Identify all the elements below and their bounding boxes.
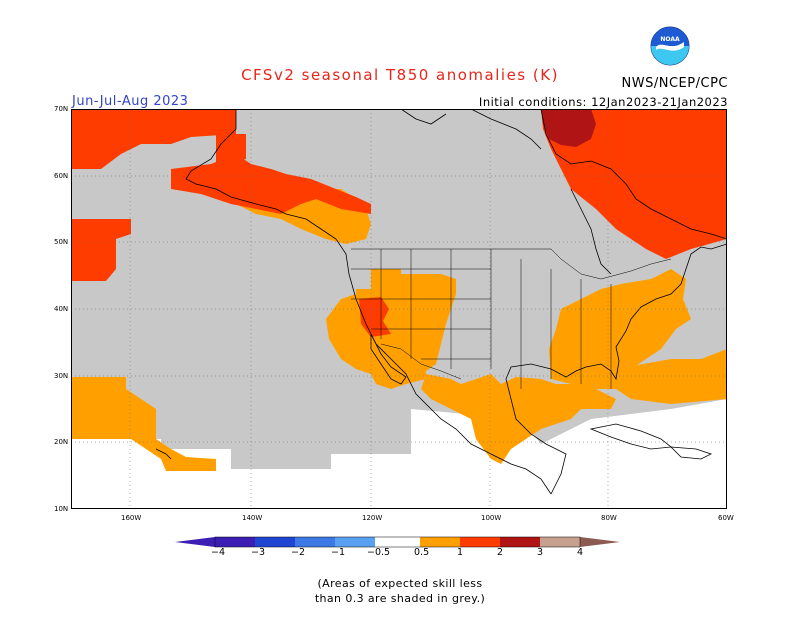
- map-title: CFSv2 seasonal T850 anomalies (K): [241, 66, 559, 84]
- colorbar-label: −0.5: [367, 547, 391, 558]
- lat-label-70n: 70N: [54, 105, 69, 113]
- anomaly-red-east-canada: [541, 109, 727, 259]
- agency-label: NWS/NCEP/CPC: [621, 76, 728, 91]
- lon-label-60w: 60W: [718, 514, 734, 522]
- colorbar-segment: [175, 537, 215, 547]
- colorbar-segment: [215, 537, 255, 547]
- lon-label-80w: 80W: [601, 514, 617, 522]
- colorbar-label: −4: [211, 547, 226, 558]
- colorbar-label: −2: [291, 547, 306, 558]
- lat-label-40n: 40N: [54, 305, 69, 313]
- colorbar-label: 0.5: [414, 547, 430, 558]
- colorbar-segment: [460, 537, 500, 547]
- colorbar-segment: [295, 537, 335, 547]
- anomaly-darkred-labrador: [541, 109, 596, 147]
- colorbar-segment: [375, 537, 420, 547]
- anomaly-red-west-pacific: [71, 219, 131, 281]
- lon-label-120w: 120W: [362, 514, 383, 522]
- season-label: Jun-Jul-Aug 2023: [72, 94, 189, 109]
- lat-label-20n: 20N: [54, 438, 69, 446]
- coastlines: [155, 109, 727, 495]
- anomaly-red-alaska-north: [216, 134, 246, 164]
- colorbar-label: 1: [457, 547, 464, 558]
- initial-conditions-label: Initial conditions: 12Jan2023-21Jan2023: [478, 95, 728, 109]
- skill-note: (Areas of expected skill less than 0.3 a…: [0, 576, 800, 606]
- anomaly-red-southwest: [359, 297, 391, 337]
- colorbar-label: −1: [331, 547, 346, 558]
- anomaly-orange-pacific: [71, 377, 216, 471]
- colorbar-segment: [540, 537, 580, 547]
- anomaly-red-alaska: [171, 154, 371, 214]
- colorbar-segment: [500, 537, 540, 547]
- graticule: [71, 109, 727, 509]
- colorbar-segment: [420, 537, 460, 547]
- colorbar-label: −3: [251, 547, 266, 558]
- colorbar-segment: [580, 537, 620, 547]
- map-frame: [71, 109, 727, 509]
- colorbar-segment: [255, 537, 295, 547]
- skill-note-line-1: (Areas of expected skill less: [317, 577, 483, 590]
- noaa-logo-icon: NOAA: [650, 26, 690, 66]
- colorbar-segment: [335, 537, 375, 547]
- skill-note-line-2: than 0.3 are shaded in grey.): [314, 592, 486, 605]
- lat-label-60n: 60N: [54, 172, 69, 180]
- lat-label-50n: 50N: [54, 238, 69, 246]
- colorbar-label: 4: [577, 547, 584, 558]
- lon-label-160w: 160W: [121, 514, 142, 522]
- lat-label-10n: 10N: [54, 505, 69, 513]
- logo-text: NOAA: [660, 36, 680, 43]
- colorbar-label: 2: [497, 547, 504, 558]
- lat-label-30n: 30N: [54, 372, 69, 380]
- anomaly-orange-gulf: [421, 374, 616, 464]
- colorbar-frame: [214, 536, 581, 548]
- colorbar-label: 3: [537, 547, 544, 558]
- colorbar-legend: [175, 536, 620, 548]
- lon-label-140w: 140W: [242, 514, 263, 522]
- anomaly-red-arctic: [71, 109, 236, 169]
- anomaly-orange-atlantic: [616, 349, 727, 404]
- lon-label-100w: 100W: [481, 514, 502, 522]
- anomaly-map: [71, 109, 727, 509]
